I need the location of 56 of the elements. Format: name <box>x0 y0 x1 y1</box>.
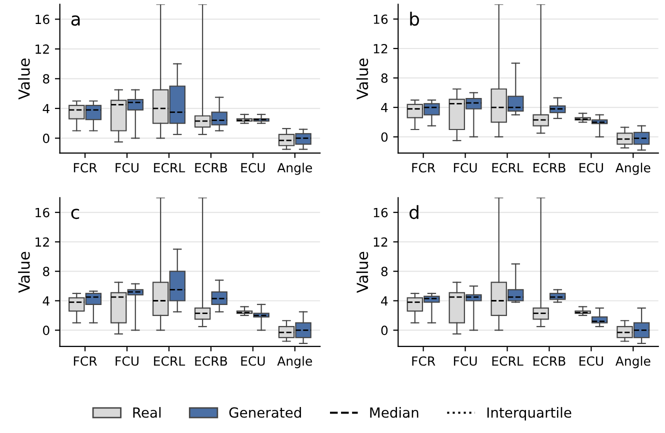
x-tick-label: ECU <box>241 356 265 366</box>
x-tick-label: FCR <box>74 163 97 172</box>
x-tick-label: ECRB <box>534 163 566 172</box>
y-tick-label: 16 <box>36 208 50 218</box>
x-tick-label: FCU <box>116 356 138 366</box>
y-tick-label: 16 <box>374 208 388 218</box>
chart-title: a <box>71 15 80 26</box>
y-tick-label: 4 <box>381 296 388 306</box>
x-tick-label: FCU <box>454 163 477 172</box>
y-tick-label: 4 <box>381 103 388 112</box>
y-tick-label: 4 <box>42 104 50 114</box>
x-tick-label: FCU <box>454 356 477 366</box>
y-tick-label: 4 <box>42 296 50 306</box>
x-tick-label: ECRL <box>154 163 186 172</box>
y-axis-title: Value <box>18 58 30 100</box>
x-tick-label: FCR <box>74 356 97 366</box>
x-tick-label: Angle <box>615 356 650 368</box>
x-tick-label: Angle <box>277 356 312 368</box>
y-tick-label: 0 <box>381 326 388 336</box>
x-tick-label: ECRL <box>154 356 186 366</box>
y-tick-label: 12 <box>374 237 388 247</box>
text: Median <box>370 407 418 418</box>
x-tick-label: FCU <box>116 163 138 172</box>
y-tick-label: 0 <box>381 132 388 142</box>
legend-label: Real <box>133 407 161 418</box>
x-tick-label: ECU <box>241 163 265 172</box>
y-tick-label: 12 <box>374 44 388 54</box>
x-tick-label: ECU <box>580 163 603 172</box>
x-tick-label: ECRB <box>534 356 566 366</box>
y-tick-label: 12 <box>36 44 49 54</box>
chart-title: c <box>71 208 80 220</box>
y-tick-label: 16 <box>374 14 388 24</box>
x-tick-label: FCR <box>412 356 436 366</box>
text: Interquartile <box>487 407 572 420</box>
x-tick-label: Angle <box>277 162 312 175</box>
y-tick-label: 0 <box>43 326 50 336</box>
x-tick-label: ECRL <box>492 356 524 366</box>
legend-label: Generated <box>229 407 301 418</box>
chart-title: b <box>410 12 420 26</box>
x-tick-label: Angle <box>615 162 650 175</box>
y-tick-label: 8 <box>381 266 388 276</box>
x-tick-label: ECRL <box>492 163 524 172</box>
y-tick-label: 16 <box>36 14 50 24</box>
y-tick-label: 0 <box>43 134 50 144</box>
y-tick-label: 8 <box>381 73 388 83</box>
y-axis-title: Value <box>356 252 368 293</box>
x-tick-label: ECU <box>580 356 603 366</box>
y-tick-label: 8 <box>43 266 50 276</box>
x-tick-label: ECRB <box>195 163 227 172</box>
y-tick-label: 8 <box>43 74 50 84</box>
x-tick-label: FCR <box>412 163 436 172</box>
y-tick-label: 12 <box>36 237 49 247</box>
y-axis-title: Value <box>356 58 368 100</box>
x-tick-label: ECRB <box>195 356 227 366</box>
chart-title: d <box>410 205 418 220</box>
y-axis-title: Value <box>18 252 30 293</box>
